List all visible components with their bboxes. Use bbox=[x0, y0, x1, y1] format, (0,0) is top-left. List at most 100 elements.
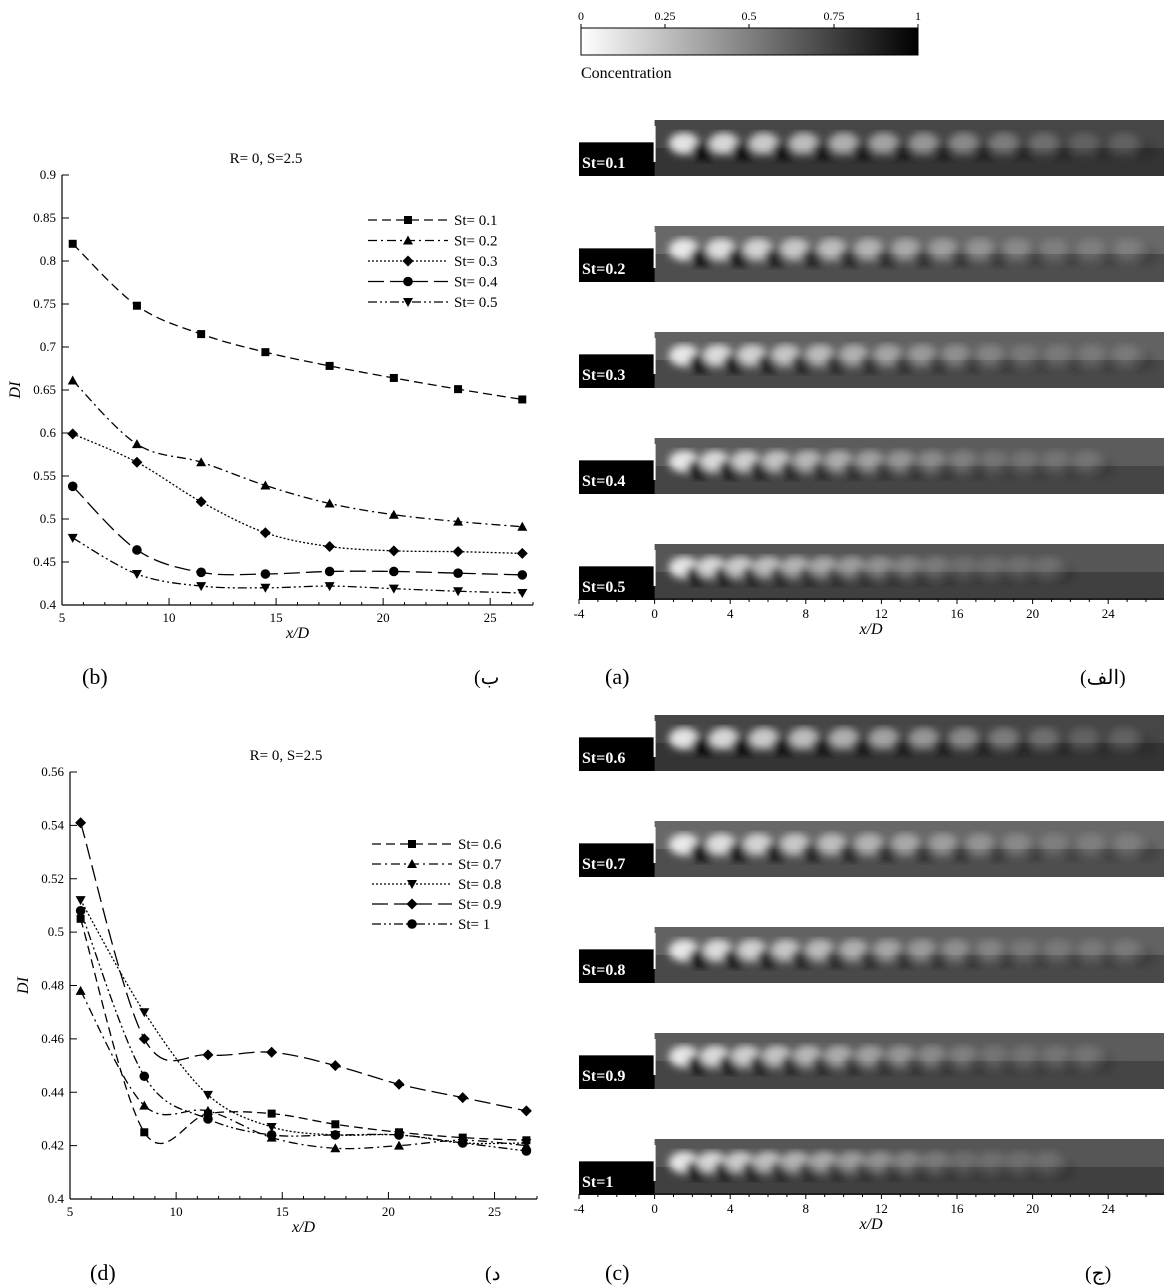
data-point bbox=[67, 428, 79, 440]
x-tick-label: 25 bbox=[484, 610, 497, 625]
jet-wall-region bbox=[579, 843, 655, 877]
contour-strouhal-label: St=1 bbox=[582, 1174, 613, 1191]
legend-marker bbox=[403, 235, 413, 245]
data-point bbox=[197, 330, 206, 339]
legend-label: St= 0.1 bbox=[454, 213, 497, 229]
data-point bbox=[260, 569, 271, 579]
y-tick-label: 0.65 bbox=[33, 382, 56, 397]
y-tick-label: 0.48 bbox=[41, 978, 64, 993]
vortex-dark bbox=[1129, 947, 1156, 968]
series-line bbox=[80, 910, 527, 1152]
crossflow-inlet bbox=[579, 927, 655, 950]
data-point bbox=[196, 582, 207, 592]
x-tick-label: 5 bbox=[59, 610, 66, 625]
data-point bbox=[517, 570, 528, 580]
data-point bbox=[453, 568, 463, 578]
legend-entry: St= 0.7 bbox=[372, 857, 502, 873]
x-tick-label: 15 bbox=[270, 610, 283, 625]
contour-tick-label: 20 bbox=[1026, 606, 1039, 621]
series-line bbox=[72, 485, 523, 576]
legend-label: St= 0.3 bbox=[454, 254, 497, 270]
contour-tick-label: 16 bbox=[951, 606, 965, 621]
panel-label-a: (a) bbox=[605, 664, 629, 689]
crossflow-inlet bbox=[579, 544, 655, 567]
legend-entry: St= 0.2 bbox=[368, 234, 497, 250]
y-tick-label: 0.7 bbox=[40, 339, 57, 354]
y-tick-label: 0.5 bbox=[40, 511, 56, 526]
y-tick-label: 0.9 bbox=[40, 167, 56, 182]
crossflow-inlet bbox=[579, 332, 655, 355]
contour-tick-label: 12 bbox=[875, 606, 888, 621]
y-tick-label: 0.55 bbox=[33, 468, 56, 483]
crossflow-inlet bbox=[579, 120, 655, 143]
colorbar-tick-label: 0.25 bbox=[655, 9, 676, 23]
vortex-train bbox=[668, 238, 1160, 267]
chart-title: R= 0, S=2.5 bbox=[250, 748, 323, 764]
data-point bbox=[394, 1130, 404, 1140]
series-line bbox=[72, 433, 523, 555]
chart-d: 5 10 15 20 25 0.4 0.42 0.44 0.46 0.48 0.5 0.52 0.54 0… bbox=[15, 748, 538, 1236]
jet-wall-region bbox=[579, 737, 655, 771]
contour-panel-c: St=0.6 St=0.7 St=0.8 St=0.9 St=1 -4 0 4 8 12 16 20 2… bbox=[574, 715, 1164, 1233]
colorbar: 0 0.25 0.5 0.75 1 Concentration bbox=[578, 9, 921, 82]
contour-tick-label: 4 bbox=[727, 1201, 734, 1216]
data-point bbox=[196, 567, 206, 578]
data-point bbox=[139, 1100, 150, 1110]
data-point bbox=[132, 545, 142, 555]
series bbox=[75, 896, 532, 1148]
data-point bbox=[388, 545, 400, 557]
colorbar-tick-label: 0 bbox=[578, 9, 584, 23]
data-point bbox=[196, 457, 207, 467]
x-tick-label: 5 bbox=[67, 1204, 74, 1219]
x-axis-label: x/D bbox=[285, 625, 310, 642]
colorbar-tick-label: 1 bbox=[915, 9, 921, 23]
crossflow-inlet bbox=[579, 438, 655, 461]
data-point bbox=[75, 905, 86, 916]
vortex-train bbox=[668, 1151, 1075, 1180]
vortex-dark bbox=[1129, 352, 1156, 373]
contour-field: St=0.8 bbox=[579, 927, 1164, 983]
legend-entry: St= 0.5 bbox=[368, 295, 497, 311]
y-tick-label: 0.85 bbox=[33, 210, 56, 225]
data-point bbox=[324, 498, 335, 508]
data-point bbox=[202, 1090, 213, 1100]
axes: 5 10 15 20 25 0.4 0.45 0.5 0.55 0.6 0.65 0.7 0.75 0.8… bbox=[33, 167, 534, 625]
data-point bbox=[520, 1105, 532, 1117]
contour-strouhal-label: St=0.2 bbox=[582, 261, 625, 278]
contour-strouhal-label: St=0.1 bbox=[582, 155, 625, 172]
series-line bbox=[72, 537, 523, 594]
y-tick-label: 0.52 bbox=[41, 871, 64, 886]
data-point bbox=[131, 570, 142, 580]
vortex-train bbox=[668, 939, 1156, 968]
data-point bbox=[261, 348, 270, 357]
colorbar-ticks: 0 0.25 0.5 0.75 1 bbox=[578, 9, 921, 28]
contour-field: St=1 bbox=[579, 1139, 1164, 1195]
data-point bbox=[67, 533, 78, 543]
data-point bbox=[260, 583, 271, 593]
data-point bbox=[453, 516, 464, 526]
crossflow-inlet bbox=[579, 1139, 655, 1162]
contour-tick-label: 16 bbox=[951, 1201, 965, 1216]
data-point bbox=[331, 1120, 340, 1129]
chart-title: R= 0, S=2.5 bbox=[230, 151, 303, 167]
y-tick-label: 0.45 bbox=[33, 554, 56, 569]
contour-field: St=0.6 bbox=[579, 715, 1164, 771]
legend-label: St= 0.2 bbox=[454, 234, 497, 250]
contour-field: St=0.1 bbox=[579, 120, 1164, 176]
contour-field: St=0.2 bbox=[579, 226, 1164, 282]
legend-marker bbox=[407, 919, 417, 929]
x-tick-label: 15 bbox=[276, 1204, 289, 1219]
data-point bbox=[140, 1128, 149, 1137]
panel-label-c-arabic: (ج) bbox=[1085, 1263, 1111, 1285]
y-axis-label: DI bbox=[15, 976, 32, 995]
contour-x-axis: -4 0 4 8 12 16 20 24 bbox=[574, 1193, 1164, 1216]
vortex-train bbox=[668, 556, 1075, 585]
panel-label-d: (d) bbox=[90, 1260, 116, 1285]
data-point bbox=[388, 584, 399, 594]
series-line bbox=[79, 918, 527, 1145]
data-point bbox=[388, 509, 399, 519]
jet-wall-region bbox=[579, 142, 655, 176]
data-point bbox=[132, 301, 141, 310]
data-point bbox=[454, 385, 463, 394]
crossflow-inlet bbox=[579, 715, 655, 738]
